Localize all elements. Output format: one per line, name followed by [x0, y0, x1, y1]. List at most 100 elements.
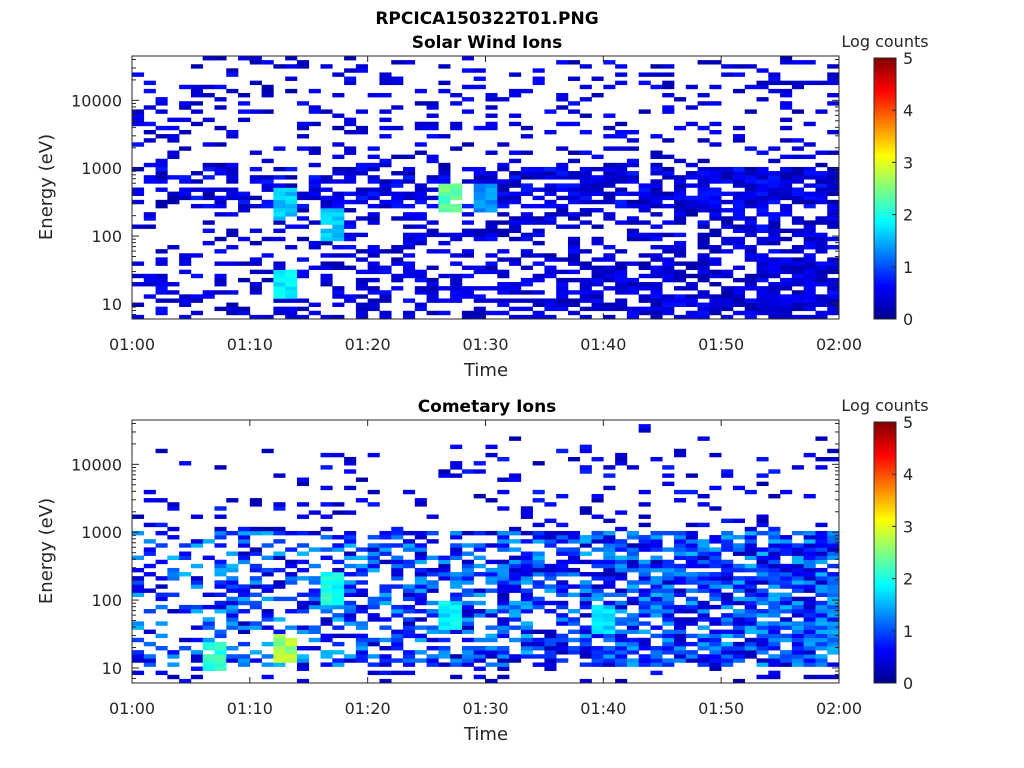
heatmap-cell — [179, 146, 192, 151]
heatmap-cell — [438, 183, 451, 188]
heatmap-cell — [450, 208, 463, 213]
heatmap-cell — [414, 212, 427, 217]
heatmap-cell — [567, 298, 581, 303]
heatmap-cell — [473, 232, 486, 238]
heatmap-cell — [308, 580, 321, 585]
heatmap-cell — [520, 629, 533, 634]
heatmap-cell — [709, 302, 722, 307]
heatmap-cell — [685, 658, 698, 663]
heatmap-cell — [473, 588, 486, 593]
heatmap-cell — [438, 88, 451, 94]
heatmap-cell — [827, 609, 840, 614]
heatmap-cell — [732, 650, 746, 655]
heatmap-cell — [179, 604, 192, 610]
heatmap-cell — [379, 646, 392, 651]
heatmap-cell — [249, 314, 262, 320]
heatmap-cell — [285, 310, 298, 316]
heatmap-cell — [426, 125, 439, 131]
heatmap-cell — [815, 543, 828, 548]
heatmap-cell — [638, 580, 651, 585]
heatmap-cell — [615, 282, 628, 287]
heatmap-cell — [626, 559, 639, 565]
heatmap-cell — [167, 506, 180, 511]
heatmap-cell — [697, 588, 710, 593]
heatmap-cell — [296, 567, 310, 573]
heatmap-cell — [414, 584, 427, 589]
heatmap-cell — [438, 646, 451, 651]
heatmap-cell — [167, 609, 180, 614]
heatmap-cell — [674, 543, 687, 548]
heatmap-cell — [308, 510, 321, 515]
heatmap-cell — [544, 563, 557, 569]
heatmap-cell — [556, 286, 569, 291]
heatmap-cell — [532, 80, 545, 86]
heatmap-cell — [721, 473, 734, 478]
heatmap-cell — [674, 572, 687, 577]
heatmap-cell — [744, 535, 757, 540]
heatmap-cell — [780, 302, 793, 307]
heatmap-cell — [332, 600, 345, 606]
heatmap-cell — [803, 236, 816, 242]
heatmap-cell — [756, 580, 769, 585]
heatmap-cell — [473, 183, 486, 188]
heatmap-cell — [697, 547, 710, 552]
heatmap-cell — [132, 567, 145, 573]
heatmap-cell — [662, 265, 675, 270]
heatmap-cell — [650, 171, 663, 176]
heatmap-cell — [155, 290, 168, 295]
heatmap-cell — [179, 187, 192, 192]
heatmap-cell — [344, 461, 357, 466]
heatmap-cell — [179, 179, 192, 184]
heatmap-cell — [638, 306, 651, 312]
heatmap-cell — [697, 92, 710, 98]
heatmap-cell — [603, 576, 616, 581]
heatmap-cell — [744, 179, 757, 184]
heatmap-cell — [520, 592, 533, 597]
heatmap-cell — [697, 306, 710, 312]
heatmap-cell — [732, 290, 746, 295]
heatmap-cell — [426, 101, 439, 106]
heatmap-cell — [744, 563, 757, 569]
heatmap-cell — [615, 249, 628, 254]
heatmap-cell — [650, 563, 663, 569]
heatmap-cell — [780, 604, 793, 610]
heatmap-cell — [532, 572, 545, 577]
heatmap-cell — [721, 220, 734, 225]
heatmap-cell — [791, 220, 804, 225]
heatmap-cell — [367, 662, 380, 667]
heatmap-cell — [308, 240, 321, 246]
heatmap-cell — [509, 195, 522, 201]
heatmap-cell — [721, 613, 734, 618]
heatmap-cell — [768, 646, 781, 651]
heatmap-cell — [509, 199, 522, 205]
heatmap-cell — [426, 609, 439, 614]
heatmap-cell — [520, 183, 533, 188]
heatmap-cell — [803, 261, 816, 266]
heatmap-cell — [756, 637, 769, 643]
heatmap-cell — [744, 621, 757, 626]
heatmap-cell — [391, 203, 404, 209]
heatmap-cell — [438, 473, 451, 478]
heatmap-cell — [485, 286, 498, 291]
heatmap-cell — [403, 265, 416, 270]
heatmap-cell — [403, 310, 416, 316]
heatmap-cell — [579, 465, 592, 470]
heatmap-cell — [238, 117, 251, 123]
heatmap-cell — [438, 617, 451, 622]
heatmap-cell — [815, 555, 828, 561]
heatmap-cell — [202, 228, 215, 233]
heatmap-cell — [179, 191, 192, 197]
heatmap-cell — [709, 306, 722, 312]
heatmap-cell — [426, 113, 439, 118]
heatmap-cell — [367, 563, 380, 569]
heatmap-cell — [744, 191, 757, 197]
heatmap-cell — [709, 203, 722, 209]
heatmap-cell — [214, 592, 227, 597]
heatmap-cell — [273, 220, 286, 225]
heatmap-cell — [520, 220, 533, 225]
heatmap-cell — [768, 199, 781, 205]
heatmap-cell — [473, 84, 486, 90]
heatmap-cell — [732, 294, 746, 299]
heatmap-cell — [827, 208, 840, 213]
heatmap-cell — [650, 212, 663, 217]
